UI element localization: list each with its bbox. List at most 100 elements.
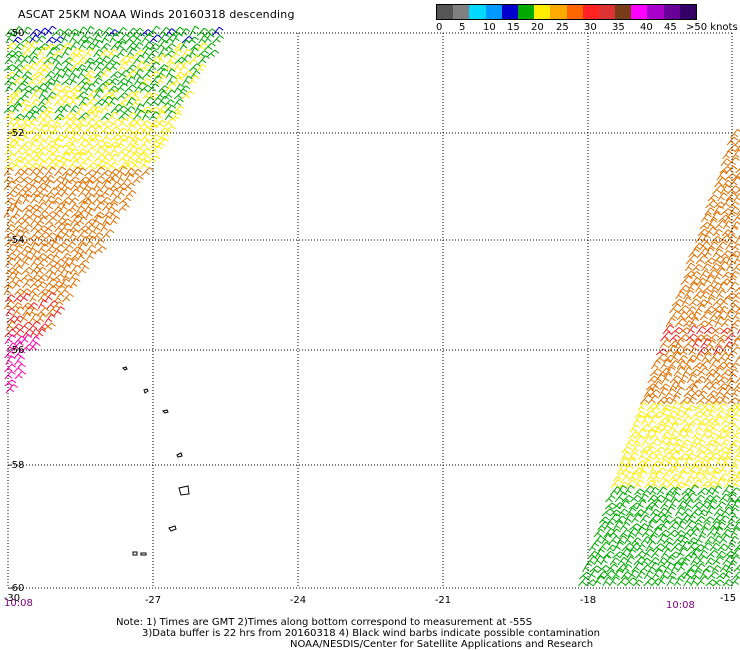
- wind-barb: [625, 438, 636, 447]
- wind-barb: [164, 99, 175, 107]
- wind-barb: [724, 212, 736, 223]
- wind-barb: [36, 69, 49, 79]
- wind-barb: [14, 194, 26, 205]
- wind-barb: [180, 28, 191, 37]
- wind-barb: [44, 313, 56, 324]
- wind-barb: [78, 196, 92, 205]
- wind-barb: [628, 472, 640, 482]
- wind-barb: [173, 91, 187, 100]
- wind-barb: [698, 509, 709, 517]
- wind-barb: [640, 557, 652, 566]
- wind-barb: [29, 28, 41, 37]
- wind-barb: [5, 320, 16, 331]
- wind-barb: [612, 520, 624, 531]
- wind-barb: [76, 123, 87, 135]
- wind-barb: [60, 284, 73, 296]
- wind-barb: [606, 563, 619, 573]
- wind-barb: [727, 397, 740, 405]
- wind-barb: [603, 521, 614, 531]
- wind-barb: [712, 205, 724, 216]
- wind-barb: [109, 209, 120, 219]
- wind-barb: [20, 216, 34, 226]
- wind-barb: [13, 97, 25, 107]
- wind-barb: [671, 417, 683, 426]
- wind-barb: [92, 119, 104, 128]
- wind-barb: [70, 84, 82, 93]
- wind-barb: [125, 97, 136, 107]
- wind-barb: [677, 305, 690, 314]
- wind-barb: [670, 542, 683, 552]
- wind-barb: [37, 27, 49, 37]
- wind-barb: [631, 443, 642, 454]
- wind-barb: [690, 508, 703, 517]
- wind-barb: [716, 261, 729, 272]
- wind-barb: [635, 571, 646, 580]
- wind-barb: [728, 176, 740, 188]
- wind-barb: [3, 180, 17, 191]
- wind-barb: [687, 324, 698, 335]
- wind-barb: [134, 81, 147, 93]
- wind-barb: [688, 317, 700, 328]
- wind-barb: [108, 174, 120, 184]
- wind-barb: [69, 278, 81, 289]
- wind-barb: [663, 366, 676, 377]
- wind-barb: [172, 48, 183, 58]
- lat-tick-labels: -50 -52 -54 -56 -58 -60: [8, 28, 24, 594]
- wind-barb: [728, 535, 739, 545]
- wind-barb: [639, 564, 652, 573]
- wind-barb: [133, 32, 146, 44]
- wind-barb: [716, 430, 728, 440]
- wind-barb: [52, 43, 65, 51]
- wind-barb: [731, 149, 740, 160]
- wind-barb: [695, 375, 706, 384]
- wind-barb: [650, 499, 663, 510]
- wind-barb: [685, 333, 698, 342]
- wind-barb: [659, 383, 670, 391]
- wind-barb: [4, 197, 16, 205]
- wind-barb: [61, 46, 73, 58]
- wind-barb: [29, 236, 42, 247]
- wind-barb: [149, 111, 160, 121]
- wind-barb: [77, 56, 88, 65]
- wind-barb: [723, 362, 734, 370]
- wind-barb: [28, 77, 40, 86]
- wind-barb: [735, 167, 740, 174]
- wind-barb: [107, 202, 119, 212]
- wind-barb: [683, 575, 695, 587]
- wind-barb: [685, 452, 696, 461]
- wind-barb: [632, 435, 645, 447]
- wind-barb: [84, 25, 95, 37]
- wind-barb: [14, 355, 26, 366]
- wind-barb: [93, 139, 106, 149]
- wind-barb: [22, 328, 34, 338]
- wind-barb: [69, 197, 79, 205]
- wind-barb: [696, 576, 709, 587]
- wind-barb: [13, 229, 24, 240]
- wind-barb: [649, 438, 662, 447]
- wind-barb: [703, 326, 716, 335]
- wind-barb: [85, 175, 97, 184]
- wind-barb: [108, 61, 121, 72]
- wind-barb: [716, 550, 726, 559]
- wind-barb: [78, 96, 90, 107]
- wind-barb: [679, 514, 693, 524]
- wind-barb: [68, 139, 79, 149]
- wind-barb: [85, 235, 97, 247]
- wind-barb: [657, 529, 671, 538]
- wind-barb: [638, 464, 650, 475]
- wind-barb: [77, 236, 91, 247]
- wind-barb: [666, 529, 679, 538]
- wind-barb: [719, 184, 732, 195]
- wind-barb: [634, 526, 646, 538]
- legend-swatch: [679, 5, 696, 19]
- wind-barb: [197, 42, 209, 51]
- legend-swatch: [663, 5, 680, 19]
- wind-barb: [92, 109, 103, 121]
- wind-barb: [678, 466, 692, 475]
- wind-barb: [685, 383, 698, 391]
- wind-barb: [12, 323, 23, 331]
- wind-barb: [22, 306, 34, 317]
- wind-barb: [78, 265, 90, 275]
- wind-barb: [707, 571, 719, 580]
- wind-barb: [133, 60, 146, 72]
